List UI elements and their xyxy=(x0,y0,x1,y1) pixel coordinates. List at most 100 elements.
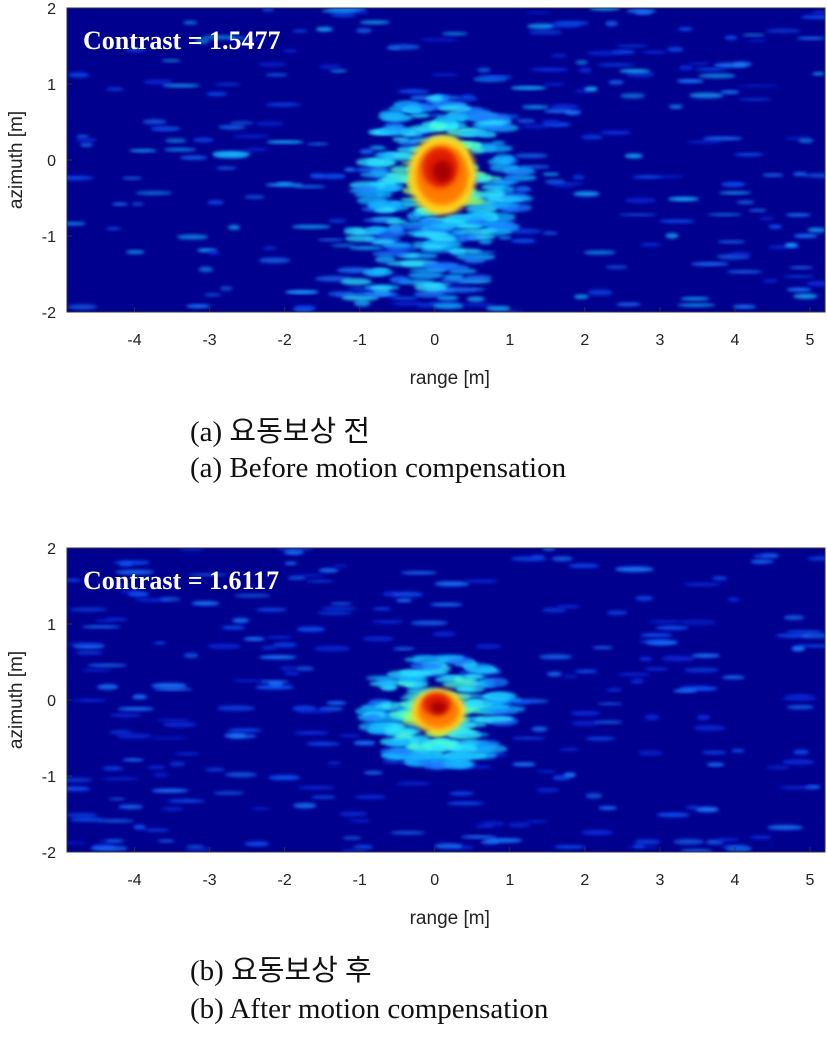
speckle xyxy=(596,63,636,67)
speckle xyxy=(507,822,531,828)
speckle xyxy=(639,656,653,662)
speckle xyxy=(321,606,357,611)
speckle xyxy=(605,265,629,270)
x-tick-label: 4 xyxy=(730,332,739,349)
speckle xyxy=(359,20,391,25)
y-tick-label: -2 xyxy=(42,845,56,862)
x-tick-label: 3 xyxy=(655,332,664,349)
x-tick-label: -1 xyxy=(353,872,367,889)
speckle xyxy=(716,837,740,842)
speckle xyxy=(157,839,175,843)
cluster-speckle xyxy=(412,747,432,754)
speckle xyxy=(539,654,573,660)
speckle xyxy=(717,240,746,244)
cluster-speckle xyxy=(458,740,489,745)
speckle xyxy=(767,824,804,830)
speckle xyxy=(320,173,347,179)
smear-speckle xyxy=(344,235,375,242)
peak-core xyxy=(430,701,447,714)
cluster-speckle xyxy=(485,677,509,687)
speckle xyxy=(677,303,716,307)
smear-speckle xyxy=(466,296,485,302)
speckle xyxy=(90,845,129,852)
speckle xyxy=(352,844,374,850)
cluster-speckle xyxy=(390,165,411,174)
speckle xyxy=(115,733,153,739)
speckle xyxy=(680,297,710,301)
speckle xyxy=(618,213,658,217)
speckle xyxy=(791,645,806,652)
speckle xyxy=(598,806,617,810)
speckle xyxy=(217,705,256,711)
contrast-annotation: Contrast = 1.6117 xyxy=(83,566,279,595)
speckle xyxy=(153,687,194,691)
speckle xyxy=(640,242,662,247)
cluster-speckle xyxy=(455,686,476,692)
cluster-speckle xyxy=(453,760,471,768)
x-tick-label: 0 xyxy=(430,332,439,349)
speckle xyxy=(167,799,205,803)
speckle xyxy=(251,807,270,811)
cluster-speckle xyxy=(410,662,443,671)
speckle xyxy=(67,641,105,647)
speckle xyxy=(556,604,581,609)
cluster-speckle xyxy=(457,129,496,137)
speckle xyxy=(460,835,498,839)
speckle xyxy=(806,280,825,287)
speckle xyxy=(614,566,654,572)
speckle xyxy=(726,270,763,274)
speckle xyxy=(128,149,158,153)
x-tick-label: 1 xyxy=(505,872,514,889)
cluster-speckle xyxy=(354,191,385,198)
speckle xyxy=(258,257,291,264)
speckle xyxy=(733,61,752,67)
speckle xyxy=(390,830,426,835)
speckle xyxy=(635,595,654,601)
cluster-speckle xyxy=(390,200,414,207)
speckle xyxy=(639,633,673,638)
cluster-speckle xyxy=(482,124,515,131)
speckle xyxy=(297,785,336,790)
speckle xyxy=(446,801,485,806)
speckle xyxy=(260,680,290,684)
speckle xyxy=(696,714,711,721)
speckle xyxy=(782,696,818,701)
speckle xyxy=(275,548,314,551)
speckle xyxy=(634,11,653,15)
smear-speckle xyxy=(461,228,498,233)
speckle xyxy=(281,49,299,53)
speckle xyxy=(571,720,600,727)
cluster-speckle xyxy=(478,193,507,198)
speckle xyxy=(80,668,112,672)
cluster-speckle xyxy=(379,125,412,136)
speckle xyxy=(372,619,404,625)
cluster-speckle xyxy=(446,657,476,666)
speckle-layer xyxy=(67,548,825,852)
cluster-speckle xyxy=(379,747,410,755)
speckle xyxy=(526,23,554,30)
figure-b: -4 -3 -2 -1 0 1 2 3 4 5 -2 -1 0 1 2 range [m] azimuth [m… xyxy=(0,540,827,1050)
speckle xyxy=(118,561,134,567)
speckle xyxy=(542,607,567,613)
speckle xyxy=(634,839,661,845)
y-axis-label: azimuth [m] xyxy=(6,651,27,749)
speckle xyxy=(217,124,246,130)
smear-speckle xyxy=(446,248,483,254)
speckle xyxy=(330,602,353,606)
speckle xyxy=(570,710,601,716)
speckle xyxy=(69,607,108,612)
speckle xyxy=(67,812,98,818)
cluster-speckle xyxy=(399,701,416,709)
speckle xyxy=(588,8,621,11)
speckle xyxy=(624,197,657,204)
y-tick-label: -1 xyxy=(42,769,56,786)
smear-speckle xyxy=(432,302,465,310)
speckle xyxy=(161,59,181,63)
speckle xyxy=(667,196,700,202)
speckle xyxy=(221,625,246,630)
speckle xyxy=(111,202,129,206)
smear-speckle xyxy=(457,223,482,230)
x-tick-label: -4 xyxy=(127,332,141,349)
speckle xyxy=(672,689,698,693)
speckle xyxy=(632,175,664,179)
